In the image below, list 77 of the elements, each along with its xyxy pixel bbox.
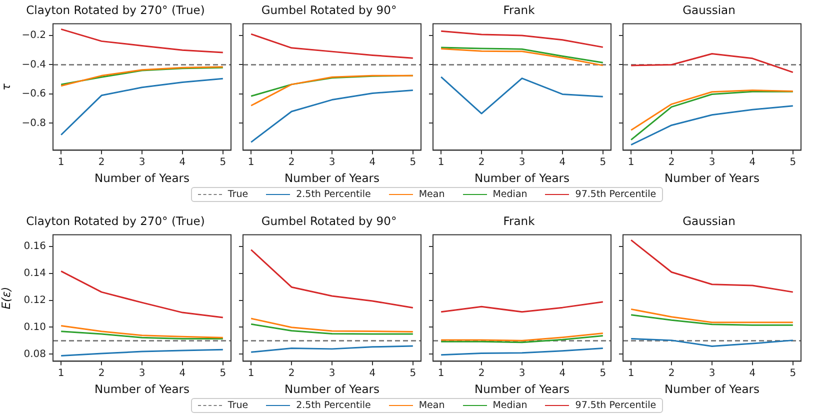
y-tick-label: 0.14 bbox=[24, 268, 46, 279]
y-tick-label: −0.8 bbox=[22, 118, 46, 129]
x-tick-label: 5 bbox=[410, 368, 416, 379]
x-tick-label: 3 bbox=[708, 156, 716, 168]
x-axis-title: Number of Years bbox=[94, 171, 190, 186]
y-axis-title: E(ε) bbox=[0, 286, 13, 310]
chart-title: Gaussian bbox=[682, 214, 736, 228]
x-tick-label: 2 bbox=[98, 156, 105, 168]
legend-label: Median bbox=[492, 189, 528, 200]
x-tick-label: 4 bbox=[559, 156, 566, 168]
y-tick-label: 0.16 bbox=[24, 240, 46, 252]
x-tick-label: 3 bbox=[708, 368, 716, 379]
legend-label: True bbox=[228, 189, 248, 200]
x-tick-label: 2 bbox=[288, 156, 295, 168]
chart-title: Gumbel Rotated by 90° bbox=[261, 214, 397, 228]
x-tick-label: 5 bbox=[410, 156, 416, 168]
x-tick-label: 2 bbox=[478, 156, 485, 168]
x-tick-label: 5 bbox=[790, 368, 796, 379]
x-tick-label: 2 bbox=[478, 368, 485, 379]
x-tick-label: 5 bbox=[600, 156, 606, 168]
x-tick-label: 2 bbox=[668, 156, 675, 168]
legend-label: 2.5th Percentile bbox=[296, 400, 371, 411]
x-tick-label: 3 bbox=[518, 156, 526, 168]
legend-label: Mean bbox=[418, 189, 445, 200]
legend-label: 97.5th Percentile bbox=[575, 400, 656, 411]
x-tick-label: 1 bbox=[628, 156, 634, 168]
x-axis-title: Number of Years bbox=[284, 382, 380, 396]
x-axis-title: Number of Years bbox=[474, 171, 570, 186]
legend-label: Mean bbox=[418, 400, 445, 411]
x-tick-label: 1 bbox=[438, 156, 444, 168]
x-tick-label: 5 bbox=[600, 368, 606, 379]
x-tick-label: 4 bbox=[369, 368, 376, 379]
x-axis-title: Number of Years bbox=[284, 171, 380, 186]
y-axis-title: τ bbox=[0, 83, 13, 90]
y-tick-label: 0.12 bbox=[24, 294, 46, 306]
chart-title: Gaussian bbox=[682, 2, 736, 17]
x-axis-title: Number of Years bbox=[664, 171, 760, 186]
legend-label: True bbox=[228, 400, 248, 411]
x-tick-label: 5 bbox=[790, 156, 796, 168]
x-tick-label: 3 bbox=[138, 368, 146, 379]
x-axis-title: Number of Years bbox=[474, 382, 570, 396]
x-tick-label: 4 bbox=[749, 156, 756, 168]
x-tick-label: 4 bbox=[179, 368, 186, 379]
y-tick-label: −0.2 bbox=[22, 30, 46, 42]
x-tick-label: 3 bbox=[328, 368, 336, 379]
y-tick-label: 0.08 bbox=[24, 348, 46, 360]
x-tick-label: 1 bbox=[438, 368, 444, 379]
x-tick-label: 3 bbox=[138, 156, 146, 168]
x-axis-title: Number of Years bbox=[94, 382, 190, 396]
chart-title: Clayton Rotated by 270° (True) bbox=[26, 2, 205, 17]
x-tick-label: 1 bbox=[58, 368, 64, 379]
x-tick-label: 4 bbox=[179, 156, 186, 168]
x-tick-label: 5 bbox=[220, 156, 226, 168]
y-tick-label: −0.6 bbox=[22, 88, 46, 100]
y-tick-label: 0.10 bbox=[24, 322, 46, 333]
x-tick-label: 1 bbox=[248, 368, 254, 379]
chart-title: Frank bbox=[503, 2, 536, 17]
x-axis-title: Number of Years bbox=[664, 382, 760, 396]
x-tick-label: 4 bbox=[749, 368, 756, 379]
x-tick-label: 5 bbox=[220, 368, 226, 379]
x-tick-label: 2 bbox=[288, 368, 295, 379]
x-tick-label: 2 bbox=[668, 368, 675, 379]
x-tick-label: 3 bbox=[328, 156, 336, 168]
legend-label: 97.5th Percentile bbox=[575, 189, 656, 200]
x-tick-label: 1 bbox=[58, 156, 64, 168]
legend-label: Median bbox=[492, 400, 528, 411]
x-tick-label: 4 bbox=[559, 368, 566, 379]
chart-title: Frank bbox=[503, 214, 536, 228]
x-tick-label: 4 bbox=[369, 156, 376, 168]
chart-title: Gumbel Rotated by 90° bbox=[261, 2, 397, 17]
legend-label: 2.5th Percentile bbox=[296, 189, 371, 200]
x-tick-label: 3 bbox=[518, 368, 526, 379]
x-tick-label: 1 bbox=[628, 368, 634, 379]
y-tick-label: −0.4 bbox=[22, 59, 46, 70]
x-tick-label: 2 bbox=[98, 368, 105, 379]
x-tick-label: 1 bbox=[248, 156, 254, 168]
chart-title: Clayton Rotated by 270° (True) bbox=[26, 214, 205, 228]
